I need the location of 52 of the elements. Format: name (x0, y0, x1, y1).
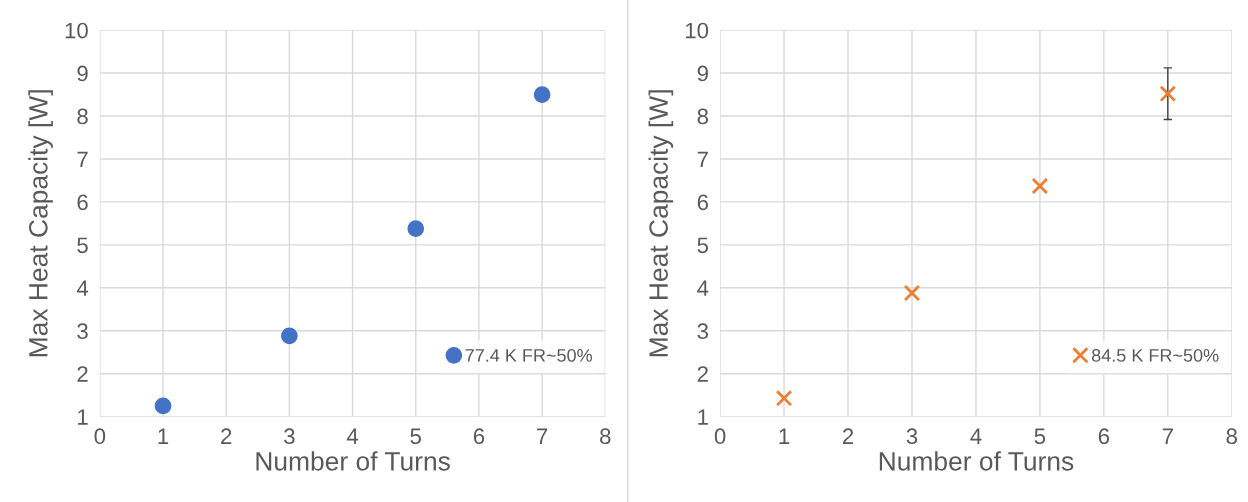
y-tick-label: 5 (697, 237, 709, 254)
y-tick-label: 9 (697, 65, 708, 82)
x-tick-label: 8 (1226, 428, 1237, 445)
point (903, 284, 921, 302)
y-tick-label: 1 (78, 409, 88, 425)
x-tick-label: 3 (906, 428, 918, 445)
y-tick-label: 9 (77, 65, 88, 82)
y-tick-label: 6 (77, 194, 88, 211)
y-tick-label: 8 (77, 108, 88, 125)
x-tick-label: 7 (1162, 428, 1173, 444)
legend-label: 84.5 K FR~50% (1091, 349, 1219, 362)
y-axis-title: Max Heat Capacity [W] (28, 90, 53, 357)
point (1159, 85, 1177, 103)
y-tick-label: 4 (76, 280, 89, 296)
x-tick-label: 2 (842, 428, 854, 444)
y-tick-label: 5 (77, 237, 88, 254)
y-tick-label: 4 (697, 280, 709, 296)
y-axis-title: Max Heat Capacity [W] (648, 90, 674, 357)
x-tick-label: 1 (158, 428, 169, 444)
x-tick-label: 4 (346, 428, 359, 444)
point (533, 86, 551, 103)
point (775, 389, 793, 407)
point (154, 397, 172, 415)
y-tick-label: 1 (698, 409, 708, 425)
y-tick-label: 2 (697, 366, 708, 382)
x-tick-label: 5 (410, 428, 421, 445)
legend-label: 77.4 K FR~50% (465, 349, 592, 362)
x-tick-label: 5 (1034, 428, 1046, 445)
x-tick-label: 0 (714, 428, 726, 445)
x-axis-title: Number of Turns (879, 451, 1074, 471)
x-axis-title: Number of Turns (256, 451, 450, 471)
y-tick-label: 3 (77, 323, 88, 340)
x-tick-label: 6 (1098, 428, 1110, 445)
x-tick-label: 2 (221, 428, 232, 444)
y-tick-label: 2 (77, 366, 88, 382)
point (281, 327, 298, 345)
y-tick-label: 10 (65, 22, 88, 39)
x-tick-label: 1 (779, 428, 790, 444)
y-tick-label: 8 (697, 108, 709, 125)
y-tick-label: 10 (685, 22, 709, 39)
y-tick-label: 3 (697, 323, 709, 340)
point (1031, 177, 1049, 195)
y-tick-label: 7 (697, 151, 708, 168)
point (407, 220, 425, 237)
x-tick-label: 8 (600, 428, 611, 445)
x-tick-label: 4 (970, 428, 982, 444)
x-tick-label: 7 (537, 428, 548, 444)
x-tick-label: 0 (94, 428, 106, 445)
x-tick-label: 3 (284, 428, 295, 445)
y-tick-label: 6 (697, 194, 709, 211)
y-tick-label: 7 (77, 151, 88, 168)
x-tick-label: 6 (473, 428, 485, 445)
